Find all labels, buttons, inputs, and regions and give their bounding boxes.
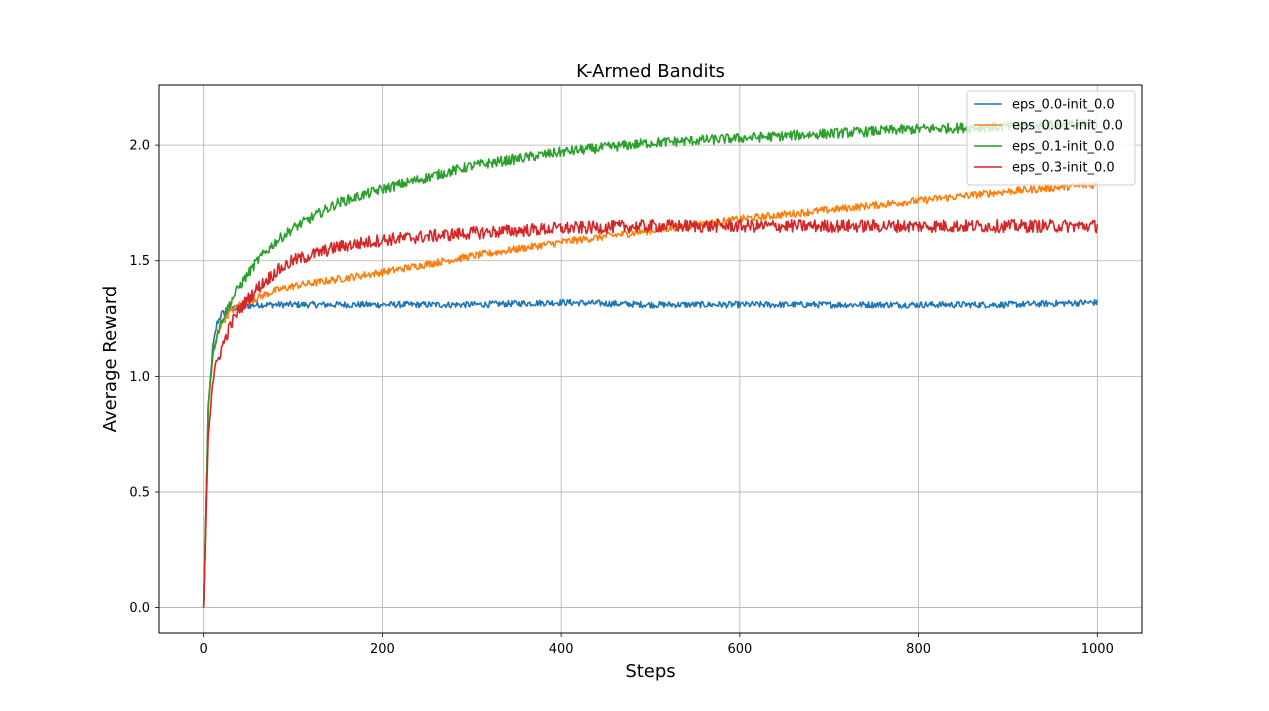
x-tick-label: 0: [200, 642, 208, 657]
x-tick-label: 800: [906, 642, 931, 657]
series-line: [202, 118, 1099, 608]
series-line: [202, 218, 1099, 608]
x-tick-label: 200: [370, 642, 395, 657]
chart-title: K-Armed Bandits: [576, 61, 725, 82]
x-tick-label: 600: [727, 642, 752, 657]
legend-label: eps_0.01-init_0.0: [1012, 119, 1123, 134]
legend-label: eps_0.0-init_0.0: [1012, 98, 1115, 113]
y-tick-label: 2.0: [129, 139, 150, 154]
x-axis-title: Steps: [625, 661, 675, 682]
series-line: [202, 298, 1099, 608]
x-tick-label: 400: [549, 642, 574, 657]
legend: eps_0.0-init_0.0 eps_0.01-init_0.0 eps_0.1…: [966, 90, 1136, 186]
y-tick-label: 0.0: [129, 601, 150, 616]
y-tick-label: 1.5: [129, 254, 150, 269]
axis-ticks: 0 200 400 600 800 1000 0.0 0.5 1.0 1.5 2.0: [129, 139, 1114, 657]
y-axis-title: Average Reward: [100, 286, 121, 433]
legend-label: eps_0.1-init_0.0: [1012, 140, 1115, 155]
plot-frame: [158, 84, 1143, 634]
series-line: [202, 181, 1099, 608]
series-lines: [202, 118, 1099, 608]
legend-label: eps_0.3-init_0.0: [1012, 161, 1115, 176]
x-tick-label: 1000: [1081, 642, 1114, 657]
legend-box: [966, 90, 1136, 186]
y-tick-label: 1.0: [129, 370, 150, 385]
y-tick-label: 0.5: [129, 485, 150, 500]
